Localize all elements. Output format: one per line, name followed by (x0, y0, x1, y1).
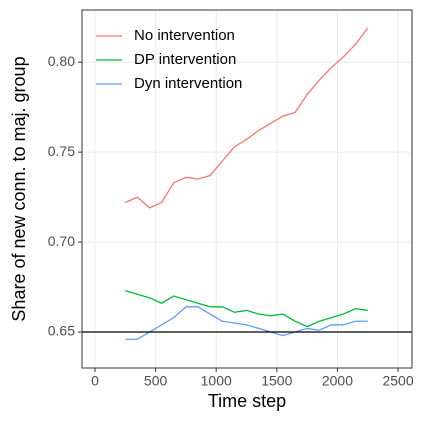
y-tick-label: 0.65 (48, 323, 75, 339)
x-tick-label: 0 (91, 373, 99, 389)
y-tick-label: 0.75 (48, 143, 75, 159)
y-tick-label: 0.70 (48, 233, 75, 249)
plot-background (82, 10, 412, 368)
line (125, 306, 368, 340)
x-tick-label: 2000 (322, 373, 353, 389)
legend-text: Dyn intervention (134, 75, 242, 92)
x-tick-label: 1000 (201, 373, 232, 389)
x-axis-title: Time step (208, 391, 286, 411)
line (125, 290, 368, 328)
x-tick-label: 500 (144, 373, 168, 389)
x-tick-label: 1500 (261, 373, 292, 389)
plot-border (81, 9, 413, 369)
x-tick-label: 2500 (382, 373, 413, 389)
y-axis-title: Share of new conn. to maj. group (9, 56, 29, 321)
line (125, 27, 369, 209)
y-tick-label: 0.80 (48, 53, 75, 69)
legend-text: DP intervention (134, 51, 236, 68)
legend-text: No intervention (134, 27, 235, 44)
